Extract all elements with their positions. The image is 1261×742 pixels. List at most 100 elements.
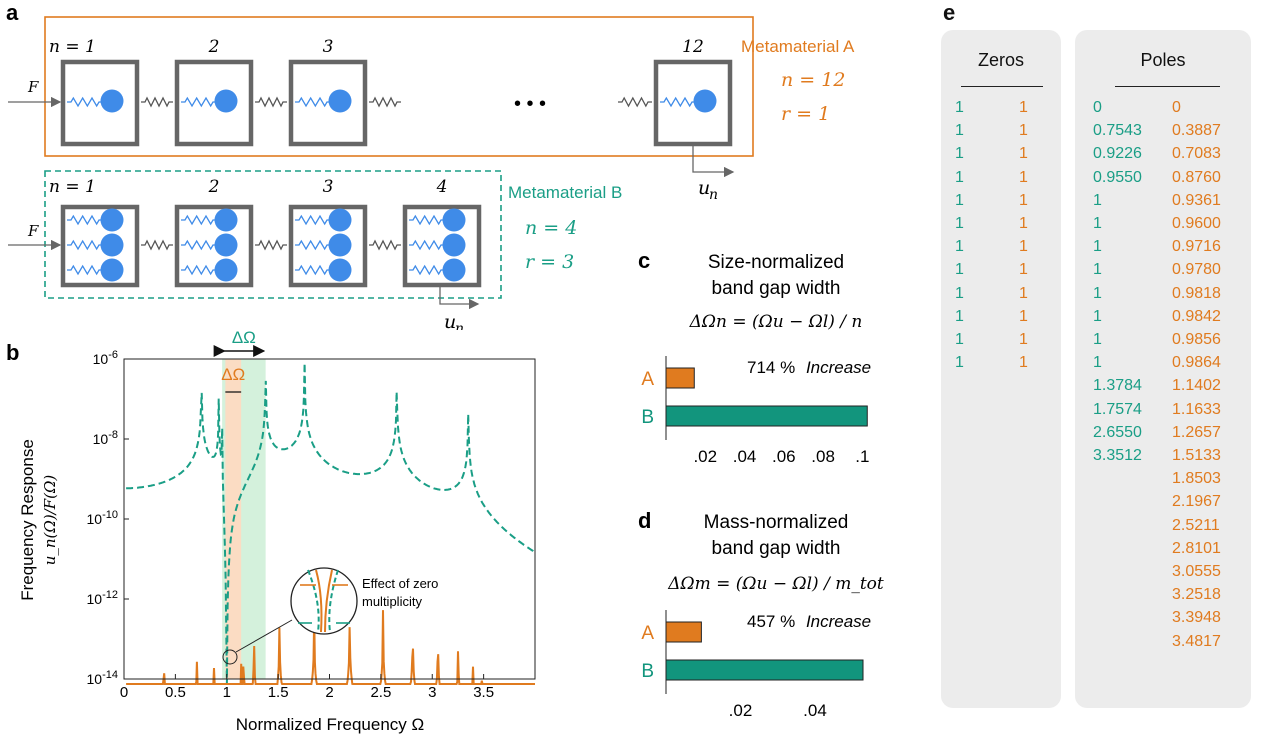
resonator-mass [442, 208, 466, 232]
frequency-response-plot: 0 0.5 1 1.5 2 2.5 3 3.5 10-6 10-8 10-10 10-12 10-14 Δ… [87, 330, 536, 701]
pole-value-a: 0.7083 [1172, 145, 1221, 163]
x-tick-label: .06 [772, 447, 796, 466]
zeros-col-a: 1 1 1 1 1 1 1 1 1 1 1 1 [1019, 96, 1028, 374]
resonator-spring [409, 264, 445, 276]
category-label: A [641, 369, 654, 390]
pole-value-b: 1 [1093, 238, 1102, 256]
zero-value-b: 1 [955, 191, 964, 209]
panel-d-formula: ΔΩm = (Ωu − Ωl) / m_tot [667, 574, 884, 594]
pole-value-a: 3.3948 [1172, 609, 1221, 627]
coupling-spring [255, 96, 287, 108]
resonator-spring [181, 214, 217, 226]
resonator-mass [214, 258, 238, 282]
y-tick-label: 10-14 [87, 669, 118, 687]
metamaterial-b-r: r = 3 [525, 251, 574, 273]
pole-value-a: 2.5211 [1172, 516, 1220, 534]
poles-box: Poles 0 0.7543 0.9226 0.9550 1 1 1 1 1 1 1 1 1.3784 1… [1075, 30, 1251, 708]
pole-value-b: 0.7543 [1093, 122, 1142, 140]
pole-value-a: 1.5133 [1172, 447, 1221, 465]
panel-a-schematic: a Metamaterial A n = 12 r = 1 n = 1 2 3 12•… [6, 0, 855, 330]
metamaterial-b-frame [44, 170, 502, 299]
resonator-spring [67, 96, 103, 108]
resonator-mass [214, 89, 238, 113]
poles-header-rule [1115, 86, 1220, 87]
metamaterial-a-frame [44, 16, 754, 157]
inset-series-b [307, 569, 320, 633]
output-arrow [692, 146, 735, 178]
delta-a-label: ΔΩ [221, 365, 245, 384]
metamaterial-a-r: r = 1 [781, 103, 830, 125]
pole-value-b: 1.3784 [1093, 377, 1142, 395]
pole-value-a: 0.8760 [1172, 168, 1221, 186]
unit-cell-box [174, 204, 254, 288]
inset-series-a [315, 569, 323, 633]
resonator-mass [214, 208, 238, 232]
pole-value-a: 0.9361 [1172, 191, 1221, 209]
output-arrow [439, 287, 480, 310]
cell-index-label: 3 [323, 177, 334, 197]
zero-value-a: 1 [1019, 145, 1028, 163]
x-tick-label: .1 [855, 447, 869, 466]
zero-value-a: 1 [1019, 215, 1028, 233]
unit-cell-box [60, 59, 140, 147]
x-tick-label: 3 [428, 684, 436, 701]
pole-value-b: 1.7574 [1093, 400, 1142, 418]
bar-a [665, 621, 702, 643]
poles-header: Poles [1140, 50, 1186, 70]
panel-c-letter: c [638, 248, 650, 273]
series-b-dashed-line [126, 362, 536, 685]
resonator-spring [181, 239, 217, 251]
y-tick-label: 10-6 [93, 349, 118, 367]
pole-value-b: 1 [1093, 284, 1102, 302]
pole-value-b: 1 [1093, 354, 1102, 372]
panel-b-letter: b [6, 340, 19, 365]
pole-value-a: 0.3887 [1172, 122, 1221, 140]
zero-value-b: 1 [955, 284, 964, 302]
bar-a [665, 367, 695, 389]
metamaterial-b-n: n = 4 [525, 217, 577, 239]
resonator-mass [328, 208, 352, 232]
resonator-mass [693, 89, 717, 113]
pole-value-a: 3.0555 [1172, 563, 1221, 581]
output-subscript: n [709, 187, 718, 203]
pole-value-a: 0.9780 [1172, 261, 1221, 279]
y-axis-label: Frequency Response [18, 439, 37, 601]
pole-value-a: 1.2657 [1172, 423, 1221, 441]
zero-value-b: 1 [955, 354, 964, 372]
coupling-spring [369, 96, 401, 108]
resonator-spring [295, 264, 331, 276]
cell-index-label: 12 [682, 37, 704, 57]
zero-value-b: 1 [955, 215, 964, 233]
inset-annotation-line2: multiplicity [362, 594, 422, 609]
poles-col-a: 0 0.3887 0.7083 0.8760 0.9361 0.9600 0.9716 0.9… [1172, 96, 1221, 653]
pole-value-a: 2.1967 [1172, 493, 1221, 511]
pole-value-a: 0 [1172, 99, 1181, 116]
pole-value-a: 0.9864 [1172, 354, 1221, 372]
panel-c-bar-chart: AB .02 .04 .06 .08 .1 714 % Increase [641, 356, 871, 466]
category-label: B [641, 407, 654, 428]
pole-value-b: 1 [1093, 307, 1102, 325]
increase-annotation: 457 % Increase [747, 612, 871, 631]
resonator-mass [328, 89, 352, 113]
panel-d-title-line2: band gap width [712, 538, 841, 559]
inset-annotation-line1: Effect of zero [362, 576, 438, 591]
force-label: F [27, 78, 39, 96]
unit-cell-box [174, 59, 254, 147]
inset-series-b [328, 569, 339, 633]
panel-e-letter: e [943, 0, 956, 25]
pole-value-a: 0.9600 [1172, 215, 1221, 233]
resonator-mass [100, 233, 124, 257]
zero-value-a: 1 [1019, 354, 1028, 372]
panel-d-letter: d [638, 508, 651, 533]
zoom-source-circle [222, 649, 238, 665]
unit-cell-box [60, 204, 140, 288]
x-axis-label: Normalized Frequency Ω [236, 715, 424, 734]
resonator-spring [67, 264, 103, 276]
coupling-spring [618, 96, 652, 108]
panel-c-title-line1: Size-normalized [708, 252, 844, 273]
series-a-solid-line [126, 610, 535, 685]
resonator-spring [181, 96, 217, 108]
pole-value-a: 1.1633 [1172, 400, 1221, 418]
x-tick-label: .08 [811, 447, 835, 466]
zero-value-b: 1 [955, 122, 964, 140]
